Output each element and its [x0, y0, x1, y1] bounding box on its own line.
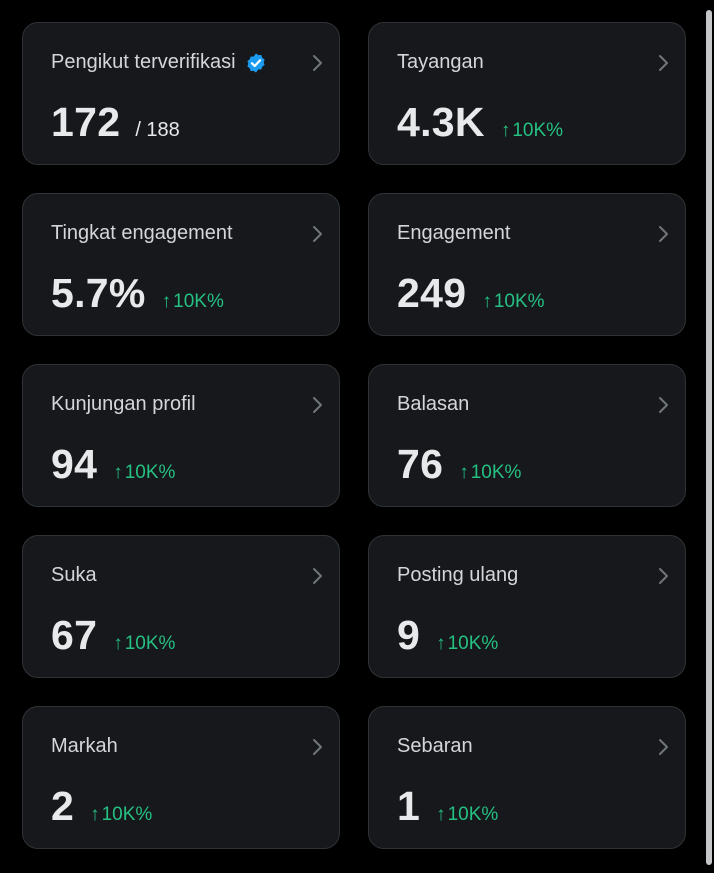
metric-card-engagement-rate[interactable]: Tingkat engagement 5.7% ↑ 10K% — [22, 193, 340, 336]
metric-delta-value: 10K% — [124, 633, 176, 654]
metric-card-profile-visits[interactable]: Kunjungan profil 94 ↑ 10K% — [22, 364, 340, 507]
metric-value: 4.3K — [397, 99, 485, 145]
card-label-text: Pengikut terverifikasi — [51, 51, 236, 73]
metric-card-verified-followers[interactable]: Pengikut terverifikasi 172 / 188 — [22, 22, 340, 165]
chevron-right-icon — [659, 739, 668, 755]
card-label: Engagement — [397, 222, 511, 244]
arrow-up-icon: ↑ — [161, 291, 172, 312]
metric-delta-value: 10K% — [101, 804, 153, 825]
metric-card-likes[interactable]: Suka 67 ↑ 10K% — [22, 535, 340, 678]
arrow-up-icon: ↑ — [113, 633, 123, 654]
metrics-grid: Pengikut terverifikasi 172 / 188 Tayanga… — [22, 22, 686, 849]
metric-row: 67 ↑ 10K% — [51, 612, 175, 658]
metric-delta-value: 10K% — [493, 291, 545, 312]
metric-delta: ↑ 10K% — [90, 804, 152, 826]
arrow-up-icon: ↑ — [436, 633, 446, 654]
metric-row: 2 ↑ 10K% — [51, 783, 152, 829]
metric-row: 94 ↑ 10K% — [51, 441, 175, 487]
card-label: Suka — [51, 564, 97, 586]
metric-value: 94 — [51, 441, 98, 487]
metric-row: 172 / 188 — [51, 99, 180, 145]
scrollbar[interactable] — [706, 10, 712, 865]
chevron-right-icon — [659, 397, 668, 413]
metric-value: 172 — [51, 99, 121, 145]
metric-delta: ↑ 10K% — [436, 804, 498, 826]
metric-row: 5.7% ↑ 10K% — [51, 270, 224, 316]
metric-row: 76 ↑ 10K% — [397, 441, 521, 487]
metric-row: 249 ↑ 10K% — [397, 270, 545, 316]
metric-delta: ↑ 10K% — [436, 633, 498, 655]
card-label: Balasan — [397, 393, 470, 415]
card-label: Sebaran — [397, 735, 473, 757]
arrow-up-icon: ↑ — [500, 120, 511, 141]
chevron-right-icon — [659, 568, 668, 584]
card-label: Posting ulang — [397, 564, 519, 586]
metric-delta: ↑ 10K% — [162, 291, 224, 313]
metric-delta-value: 10K% — [447, 633, 499, 654]
metric-card-bookmarks[interactable]: Markah 2 ↑ 10K% — [22, 706, 340, 849]
metric-delta-value: 10K% — [470, 462, 522, 483]
chevron-right-icon — [659, 55, 668, 71]
arrow-up-icon: ↑ — [482, 291, 492, 312]
arrow-up-icon: ↑ — [113, 462, 123, 483]
metric-value: 249 — [397, 270, 467, 316]
metric-delta: ↑ 10K% — [482, 291, 544, 313]
metric-value: 5.7% — [51, 270, 146, 316]
metric-value: 67 — [51, 612, 98, 658]
metric-card-shares[interactable]: Sebaran 1 ↑ 10K% — [368, 706, 686, 849]
metric-card-engagements[interactable]: Engagement 249 ↑ 10K% — [368, 193, 686, 336]
arrow-up-icon: ↑ — [436, 804, 446, 825]
metric-delta-value: 10K% — [173, 291, 224, 312]
chevron-right-icon — [313, 568, 322, 584]
metric-value: 2 — [51, 783, 75, 829]
metric-card-reposts[interactable]: Posting ulang 9 ↑ 10K% — [368, 535, 686, 678]
arrow-up-icon: ↑ — [459, 462, 469, 483]
metric-card-replies[interactable]: Balasan 76 ↑ 10K% — [368, 364, 686, 507]
chevron-right-icon — [313, 226, 322, 242]
metric-delta: ↑ 10K% — [113, 633, 175, 655]
metric-delta-value: 10K% — [124, 462, 176, 483]
card-label: Tayangan — [397, 51, 484, 73]
metric-row: 4.3K ↑ 10K% — [397, 99, 563, 145]
card-label: Markah — [51, 735, 118, 757]
card-label: Tingkat engagement — [51, 222, 233, 244]
verified-badge-icon — [246, 53, 265, 73]
chevron-right-icon — [313, 55, 322, 71]
arrow-up-icon: ↑ — [90, 804, 100, 825]
metric-value: 76 — [397, 441, 444, 487]
metric-row: 9 ↑ 10K% — [397, 612, 498, 658]
metric-delta-value: 10K% — [512, 120, 564, 141]
metric-value: 1 — [397, 783, 421, 829]
metric-row: 1 ↑ 10K% — [397, 783, 498, 829]
chevron-right-icon — [313, 739, 322, 755]
metric-delta: ↑ 10K% — [459, 462, 521, 484]
metric-card-impressions[interactable]: Tayangan 4.3K ↑ 10K% — [368, 22, 686, 165]
metric-delta-value: 10K% — [447, 804, 499, 825]
metric-delta: ↑ 10K% — [501, 120, 563, 142]
card-label: Pengikut terverifikasi — [51, 50, 267, 74]
metric-delta: ↑ 10K% — [113, 462, 175, 484]
metric-total: / 188 — [135, 119, 180, 141]
chevron-right-icon — [659, 226, 668, 242]
card-label: Kunjungan profil — [51, 393, 196, 415]
metric-value: 9 — [397, 612, 421, 658]
chevron-right-icon — [313, 397, 322, 413]
